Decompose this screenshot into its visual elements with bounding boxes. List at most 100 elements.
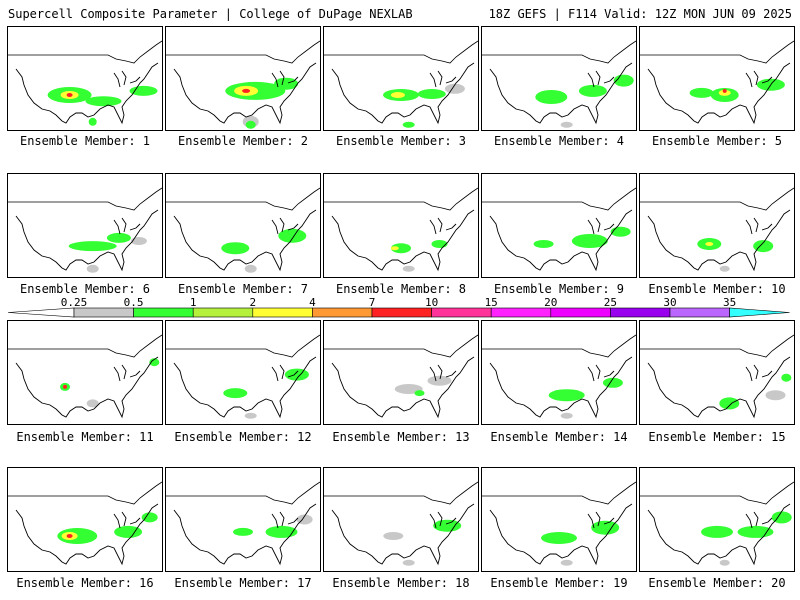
scp-contour-blob <box>781 373 792 382</box>
scp-contour-blob <box>402 559 415 566</box>
colorbar-segment <box>729 307 790 318</box>
scp-contour-blob <box>444 83 465 94</box>
coastline-border <box>482 40 636 64</box>
ensemble-member-panel <box>481 320 637 425</box>
scp-contour-blob <box>722 88 727 93</box>
colorbar-tick-label: 30 <box>663 296 676 309</box>
scp-map <box>166 40 320 129</box>
ensemble-member-label: Ensemble Member: 17 <box>174 576 312 590</box>
coastline-border <box>166 481 320 505</box>
scp-map <box>324 481 478 566</box>
ensemble-member-label: Ensemble Member: 6 <box>19 282 151 296</box>
ensemble-member-label: Ensemble Member: 20 <box>648 576 786 590</box>
scp-map <box>324 334 478 419</box>
scp-map <box>166 334 320 419</box>
coastline-border <box>640 334 794 358</box>
coastline-border <box>640 40 794 64</box>
colorbar-tick-label: 35 <box>723 296 736 309</box>
scp-contour-blob <box>571 234 608 248</box>
scp-contour-blob <box>383 532 404 540</box>
scp-contour-blob <box>431 240 448 248</box>
ensemble-member-panel <box>639 320 795 425</box>
coastline-border <box>489 209 633 272</box>
colorbar-tick-label: 0.5 <box>124 296 144 309</box>
coastline-border <box>489 503 633 566</box>
colorbar-segment <box>669 307 730 318</box>
colorbar-tick-label: 0.25 <box>61 296 88 309</box>
colorbar-segment <box>252 307 313 318</box>
scp-map <box>166 481 320 566</box>
coastline-border <box>324 334 478 358</box>
scp-contour-blob <box>85 96 122 107</box>
scp-map <box>482 187 636 272</box>
scp-contour-blob <box>106 232 131 243</box>
colorbar-segment <box>73 307 134 318</box>
scp-contour-blob <box>701 525 733 538</box>
coastline-border <box>587 511 615 529</box>
scp-map <box>482 40 636 128</box>
coastline-border <box>745 70 773 88</box>
ensemble-member-label: Ensemble Member: 16 <box>16 576 154 590</box>
scp-contour-blob <box>417 89 446 99</box>
scp-contour-blob <box>414 390 425 397</box>
scp-contour-blob <box>390 246 399 251</box>
coastline-border <box>173 209 317 272</box>
coastline-border <box>429 511 457 529</box>
coastline-border <box>173 356 317 419</box>
valid-time: 18Z GEFS | F114 Valid: 12Z MON JUN 09 20… <box>488 7 792 21</box>
scp-map <box>640 40 794 125</box>
coastline-border <box>113 511 141 529</box>
scp-contour-blob <box>610 226 631 237</box>
ensemble-member-panel <box>481 26 637 131</box>
scp-contour-blob <box>719 559 730 566</box>
scp-contour-blob <box>433 519 462 532</box>
scp-contour-blob <box>541 532 577 544</box>
coastline-border <box>113 364 141 382</box>
coastline-border <box>15 209 159 272</box>
ensemble-member-panel <box>639 26 795 131</box>
scp-contour-blob <box>66 93 73 97</box>
colorbar-segment <box>192 307 254 318</box>
coastline-border <box>647 503 791 566</box>
ensemble-member-label: Ensemble Member: 9 <box>493 282 625 296</box>
scp-contour-blob <box>265 525 298 538</box>
scp-contour-blob <box>718 89 731 96</box>
ensemble-member-panel <box>639 173 795 278</box>
colorbar-tick-label: 2 <box>249 296 256 309</box>
scp-contour-blob <box>390 92 405 98</box>
colorbar-tick-label: 1 <box>190 296 197 309</box>
colorbar-segment <box>431 307 492 318</box>
scp-contour-blob <box>149 358 160 367</box>
scp-map <box>166 187 320 273</box>
ensemble-member-label: Ensemble Member: 8 <box>335 282 467 296</box>
scp-contour-blob <box>705 242 714 246</box>
coastline-border <box>173 503 317 566</box>
scp-contour-blob <box>689 87 714 98</box>
colorbar-tick-label: 25 <box>604 296 617 309</box>
scp-map <box>482 334 636 419</box>
ensemble-member-label: Ensemble Member: 11 <box>16 430 154 444</box>
scp-contour-blob <box>578 84 607 97</box>
colorbar-segment <box>7 307 75 318</box>
color-scale-bar: 0.25 0.5 1 2 4 7 10 15 20 25 30 35 <box>7 296 790 318</box>
scp-contour-blob <box>244 264 257 273</box>
coastline-border <box>647 209 791 272</box>
coastline-border <box>15 356 159 419</box>
ensemble-member-panel <box>323 320 479 425</box>
coastline-border <box>331 62 475 125</box>
coastline-border <box>173 62 317 125</box>
coastline-border <box>587 217 615 235</box>
ensemble-member-panel <box>323 173 479 278</box>
ensemble-member-label: Ensemble Member: 7 <box>177 282 309 296</box>
scp-contour-blob <box>560 121 573 128</box>
coastline-border <box>166 187 320 211</box>
coastline-border <box>640 187 794 211</box>
scp-contour-blob <box>114 525 143 538</box>
coastline-border <box>489 356 633 419</box>
scp-map <box>324 40 478 128</box>
scp-contour-blob <box>242 88 251 93</box>
coastline-border <box>113 70 141 88</box>
ensemble-member-label: Ensemble Member: 14 <box>490 430 628 444</box>
scp-contour-blob <box>274 77 299 90</box>
colorbar-segment <box>490 307 552 318</box>
